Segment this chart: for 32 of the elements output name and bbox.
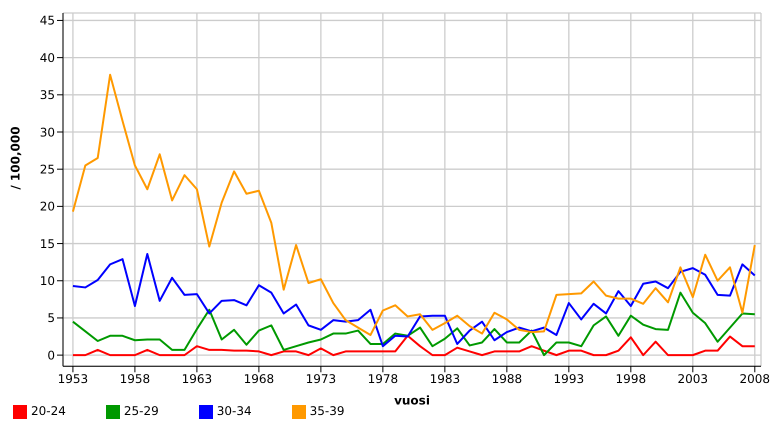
legend-label: 20-24 <box>31 404 66 418</box>
legend-label: 30-34 <box>216 404 252 418</box>
y-tick-label: 5 <box>47 311 55 326</box>
y-tick-label: 35 <box>40 88 55 102</box>
y-tick-label: 25 <box>40 162 55 176</box>
x-tick-label: 1968 <box>244 372 274 386</box>
y-tick-label: 10 <box>40 274 55 288</box>
x-axis-title: vuosi <box>394 393 430 408</box>
line-series <box>72 74 756 336</box>
y-tick-label: 40 <box>40 50 55 65</box>
line-series <box>72 252 756 348</box>
x-tick-label: 1983 <box>430 372 460 386</box>
y-tick-label: 45 <box>40 14 55 28</box>
line-series <box>72 334 756 356</box>
x-tick-label: 1993 <box>554 372 584 386</box>
x-tick-label: 2008 <box>740 372 770 386</box>
x-tick-label: 1988 <box>492 372 522 386</box>
x-tick-label: 1973 <box>306 372 336 386</box>
x-tick-label: 1998 <box>616 372 646 386</box>
legend-label: 35-39 <box>310 404 344 418</box>
x-tick-label: 1963 <box>182 372 212 386</box>
x-tick-label: 1978 <box>368 372 398 386</box>
y-tick-label: 15 <box>40 236 55 251</box>
y-tick-label: 20 <box>40 200 55 214</box>
y-tick-label: 30 <box>40 125 55 140</box>
x-tick-label: 2003 <box>678 372 708 386</box>
line-series <box>72 292 756 356</box>
y-tick-label: 0 <box>47 348 55 362</box>
x-tick-label: 1958 <box>120 372 150 386</box>
legend-label: 25-29 <box>124 404 159 418</box>
y-axis-title: / 100,000 <box>8 126 22 190</box>
x-tick-label: 1953 <box>58 372 88 386</box>
